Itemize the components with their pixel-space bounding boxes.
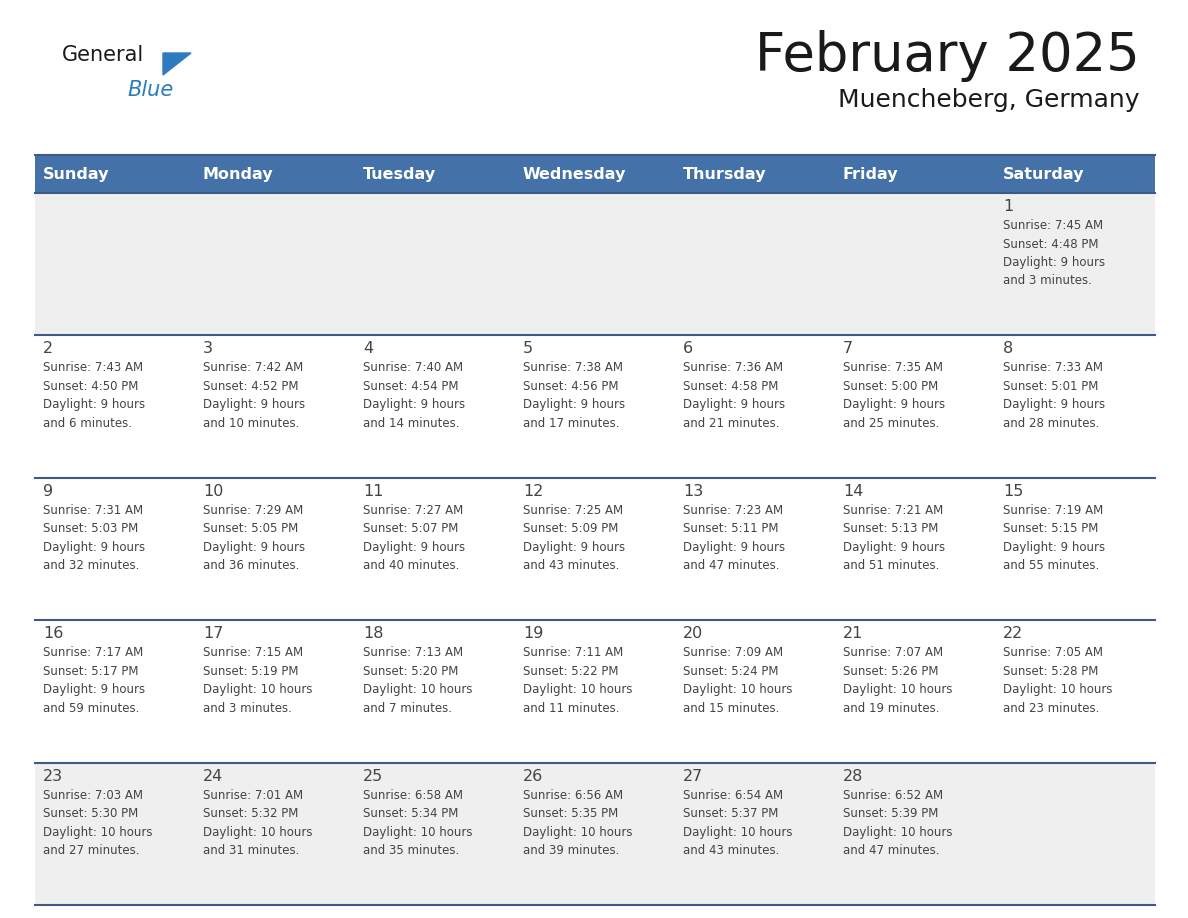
Text: 16: 16 bbox=[43, 626, 63, 641]
Text: Sunrise: 7:23 AM
Sunset: 5:11 PM
Daylight: 9 hours
and 47 minutes.: Sunrise: 7:23 AM Sunset: 5:11 PM Dayligh… bbox=[683, 504, 785, 572]
Text: 26: 26 bbox=[523, 768, 543, 784]
Text: 15: 15 bbox=[1003, 484, 1023, 498]
Text: Sunrise: 7:01 AM
Sunset: 5:32 PM
Daylight: 10 hours
and 31 minutes.: Sunrise: 7:01 AM Sunset: 5:32 PM Dayligh… bbox=[203, 789, 312, 857]
Text: 20: 20 bbox=[683, 626, 703, 641]
Text: 10: 10 bbox=[203, 484, 223, 498]
Text: Sunrise: 7:36 AM
Sunset: 4:58 PM
Daylight: 9 hours
and 21 minutes.: Sunrise: 7:36 AM Sunset: 4:58 PM Dayligh… bbox=[683, 362, 785, 430]
Text: Sunrise: 7:33 AM
Sunset: 5:01 PM
Daylight: 9 hours
and 28 minutes.: Sunrise: 7:33 AM Sunset: 5:01 PM Dayligh… bbox=[1003, 362, 1105, 430]
Text: 27: 27 bbox=[683, 768, 703, 784]
Text: Wednesday: Wednesday bbox=[523, 166, 626, 182]
Text: Sunrise: 7:31 AM
Sunset: 5:03 PM
Daylight: 9 hours
and 32 minutes.: Sunrise: 7:31 AM Sunset: 5:03 PM Dayligh… bbox=[43, 504, 145, 572]
Text: 17: 17 bbox=[203, 626, 223, 641]
Text: Sunrise: 7:09 AM
Sunset: 5:24 PM
Daylight: 10 hours
and 15 minutes.: Sunrise: 7:09 AM Sunset: 5:24 PM Dayligh… bbox=[683, 646, 792, 715]
Text: Sunrise: 7:42 AM
Sunset: 4:52 PM
Daylight: 9 hours
and 10 minutes.: Sunrise: 7:42 AM Sunset: 4:52 PM Dayligh… bbox=[203, 362, 305, 430]
Text: Monday: Monday bbox=[203, 166, 273, 182]
Bar bbox=[34, 477, 1155, 621]
Text: Sunrise: 6:54 AM
Sunset: 5:37 PM
Daylight: 10 hours
and 43 minutes.: Sunrise: 6:54 AM Sunset: 5:37 PM Dayligh… bbox=[683, 789, 792, 857]
Text: Sunrise: 6:52 AM
Sunset: 5:39 PM
Daylight: 10 hours
and 47 minutes.: Sunrise: 6:52 AM Sunset: 5:39 PM Dayligh… bbox=[843, 789, 953, 857]
Text: Thursday: Thursday bbox=[683, 166, 766, 182]
Text: Sunrise: 6:56 AM
Sunset: 5:35 PM
Daylight: 10 hours
and 39 minutes.: Sunrise: 6:56 AM Sunset: 5:35 PM Dayligh… bbox=[523, 789, 632, 857]
Text: 7: 7 bbox=[843, 341, 853, 356]
Text: Sunrise: 7:07 AM
Sunset: 5:26 PM
Daylight: 10 hours
and 19 minutes.: Sunrise: 7:07 AM Sunset: 5:26 PM Dayligh… bbox=[843, 646, 953, 715]
Text: 12: 12 bbox=[523, 484, 543, 498]
Text: Sunrise: 7:15 AM
Sunset: 5:19 PM
Daylight: 10 hours
and 3 minutes.: Sunrise: 7:15 AM Sunset: 5:19 PM Dayligh… bbox=[203, 646, 312, 715]
Text: February 2025: February 2025 bbox=[756, 30, 1140, 82]
Text: Sunrise: 7:05 AM
Sunset: 5:28 PM
Daylight: 10 hours
and 23 minutes.: Sunrise: 7:05 AM Sunset: 5:28 PM Dayligh… bbox=[1003, 646, 1112, 715]
Text: 6: 6 bbox=[683, 341, 693, 356]
Text: Sunrise: 7:25 AM
Sunset: 5:09 PM
Daylight: 9 hours
and 43 minutes.: Sunrise: 7:25 AM Sunset: 5:09 PM Dayligh… bbox=[523, 504, 625, 572]
Text: 9: 9 bbox=[43, 484, 53, 498]
Text: Sunrise: 6:58 AM
Sunset: 5:34 PM
Daylight: 10 hours
and 35 minutes.: Sunrise: 6:58 AM Sunset: 5:34 PM Dayligh… bbox=[364, 789, 473, 857]
Text: 23: 23 bbox=[43, 768, 63, 784]
Text: 28: 28 bbox=[843, 768, 864, 784]
Text: Friday: Friday bbox=[843, 166, 898, 182]
Text: 3: 3 bbox=[203, 341, 213, 356]
Polygon shape bbox=[163, 53, 191, 75]
Text: Sunrise: 7:13 AM
Sunset: 5:20 PM
Daylight: 10 hours
and 7 minutes.: Sunrise: 7:13 AM Sunset: 5:20 PM Dayligh… bbox=[364, 646, 473, 715]
Text: 1: 1 bbox=[1003, 199, 1013, 214]
Text: Sunrise: 7:40 AM
Sunset: 4:54 PM
Daylight: 9 hours
and 14 minutes.: Sunrise: 7:40 AM Sunset: 4:54 PM Dayligh… bbox=[364, 362, 466, 430]
Text: Sunrise: 7:45 AM
Sunset: 4:48 PM
Daylight: 9 hours
and 3 minutes.: Sunrise: 7:45 AM Sunset: 4:48 PM Dayligh… bbox=[1003, 219, 1105, 287]
Text: 14: 14 bbox=[843, 484, 864, 498]
Text: 4: 4 bbox=[364, 341, 373, 356]
Text: 22: 22 bbox=[1003, 626, 1023, 641]
Text: 13: 13 bbox=[683, 484, 703, 498]
Text: 11: 11 bbox=[364, 484, 384, 498]
Text: Sunday: Sunday bbox=[43, 166, 109, 182]
Text: Sunrise: 7:19 AM
Sunset: 5:15 PM
Daylight: 9 hours
and 55 minutes.: Sunrise: 7:19 AM Sunset: 5:15 PM Dayligh… bbox=[1003, 504, 1105, 572]
Text: Sunrise: 7:21 AM
Sunset: 5:13 PM
Daylight: 9 hours
and 51 minutes.: Sunrise: 7:21 AM Sunset: 5:13 PM Dayligh… bbox=[843, 504, 946, 572]
Text: 25: 25 bbox=[364, 768, 384, 784]
Text: Sunrise: 7:17 AM
Sunset: 5:17 PM
Daylight: 9 hours
and 59 minutes.: Sunrise: 7:17 AM Sunset: 5:17 PM Dayligh… bbox=[43, 646, 145, 715]
Text: Saturday: Saturday bbox=[1003, 166, 1085, 182]
Text: Blue: Blue bbox=[127, 80, 173, 100]
Text: Sunrise: 7:29 AM
Sunset: 5:05 PM
Daylight: 9 hours
and 36 minutes.: Sunrise: 7:29 AM Sunset: 5:05 PM Dayligh… bbox=[203, 504, 305, 572]
Bar bbox=[34, 335, 1155, 477]
Text: Muencheberg, Germany: Muencheberg, Germany bbox=[839, 88, 1140, 112]
Text: 5: 5 bbox=[523, 341, 533, 356]
Bar bbox=[34, 763, 1155, 905]
Bar bbox=[34, 621, 1155, 763]
Text: Sunrise: 7:38 AM
Sunset: 4:56 PM
Daylight: 9 hours
and 17 minutes.: Sunrise: 7:38 AM Sunset: 4:56 PM Dayligh… bbox=[523, 362, 625, 430]
Text: Sunrise: 7:43 AM
Sunset: 4:50 PM
Daylight: 9 hours
and 6 minutes.: Sunrise: 7:43 AM Sunset: 4:50 PM Dayligh… bbox=[43, 362, 145, 430]
Bar bbox=[34, 155, 1155, 193]
Text: 24: 24 bbox=[203, 768, 223, 784]
Text: Tuesday: Tuesday bbox=[364, 166, 436, 182]
Text: Sunrise: 7:03 AM
Sunset: 5:30 PM
Daylight: 10 hours
and 27 minutes.: Sunrise: 7:03 AM Sunset: 5:30 PM Dayligh… bbox=[43, 789, 152, 857]
Text: Sunrise: 7:27 AM
Sunset: 5:07 PM
Daylight: 9 hours
and 40 minutes.: Sunrise: 7:27 AM Sunset: 5:07 PM Dayligh… bbox=[364, 504, 466, 572]
Text: General: General bbox=[62, 45, 144, 65]
Bar bbox=[34, 193, 1155, 335]
Text: 8: 8 bbox=[1003, 341, 1013, 356]
Text: 18: 18 bbox=[364, 626, 384, 641]
Text: 2: 2 bbox=[43, 341, 53, 356]
Text: 19: 19 bbox=[523, 626, 543, 641]
Text: Sunrise: 7:11 AM
Sunset: 5:22 PM
Daylight: 10 hours
and 11 minutes.: Sunrise: 7:11 AM Sunset: 5:22 PM Dayligh… bbox=[523, 646, 632, 715]
Text: Sunrise: 7:35 AM
Sunset: 5:00 PM
Daylight: 9 hours
and 25 minutes.: Sunrise: 7:35 AM Sunset: 5:00 PM Dayligh… bbox=[843, 362, 946, 430]
Text: 21: 21 bbox=[843, 626, 864, 641]
